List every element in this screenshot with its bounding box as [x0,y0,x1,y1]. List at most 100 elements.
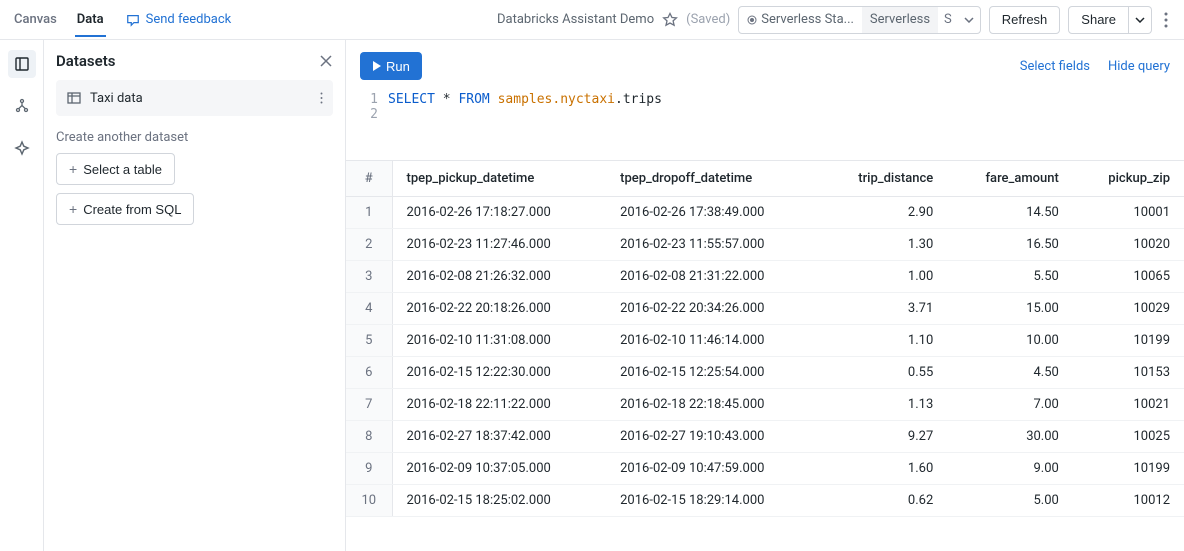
table-cell: 10012 [1073,485,1184,517]
panel-title: Datasets [56,52,115,70]
table-cell: 1.30 [820,229,948,261]
dataset-card[interactable]: Taxi data [56,80,333,116]
table-cell: 2016-02-18 22:11:22.000 [392,389,606,421]
column-header[interactable]: tpep_pickup_datetime [392,161,606,197]
table-cell: 10.00 [947,325,1073,357]
table-cell: 10001 [1073,197,1184,229]
send-feedback-link[interactable]: Send feedback [126,12,232,27]
table-cell: 2016-02-15 12:22:30.000 [392,357,606,389]
hide-query-link[interactable]: Hide query [1108,59,1170,74]
compute-primary: Serverless Sta... [739,7,862,33]
table-cell: 10065 [1073,261,1184,293]
left-rail [0,40,44,551]
select-table-button[interactable]: + Select a table [56,153,175,185]
editor-area: Run Select fields Hide query 1 SELECT * … [346,40,1184,160]
line-number: 1 [360,92,388,107]
table-row[interactable]: 42016-02-22 20:18:26.0002016-02-22 20:34… [346,293,1184,325]
table-cell: 10153 [1073,357,1184,389]
tab-canvas[interactable]: Canvas [12,2,59,37]
compute-suffix: S [938,7,958,33]
table-cell: 1.10 [820,325,948,357]
table-row[interactable]: 82016-02-27 18:37:42.0002016-02-27 19:10… [346,421,1184,453]
create-from-sql-button[interactable]: + Create from SQL [56,193,194,225]
table-cell: 3.71 [820,293,948,325]
select-table-label: Select a table [83,162,162,177]
table-cell: 10020 [1073,229,1184,261]
results-table-wrap: #tpep_pickup_datetimetpep_dropoff_dateti… [346,160,1184,551]
table-row[interactable]: 12016-02-26 17:18:27.0002016-02-26 17:38… [346,197,1184,229]
create-from-sql-label: Create from SQL [83,202,181,217]
rail-datasets-icon[interactable] [8,50,36,78]
table-cell: 2016-02-26 17:38:49.000 [606,197,820,229]
column-header[interactable]: tpep_dropoff_datetime [606,161,820,197]
favorite-star-icon[interactable] [662,12,678,28]
share-chevron-button[interactable] [1129,6,1152,34]
table-cell: 2 [346,229,392,261]
rail-schema-icon[interactable] [8,92,36,120]
close-panel-icon[interactable] [319,54,333,68]
tab-data[interactable]: Data [75,2,106,37]
table-cell: 1.60 [820,453,948,485]
create-dataset-label: Create another dataset [56,130,333,145]
sql-star: * [443,92,451,107]
sql-namespace: samples.nyctaxi [498,92,615,107]
saved-indicator: (Saved) [686,12,730,27]
column-header[interactable]: # [346,161,392,197]
table-cell: 2016-02-15 12:25:54.000 [606,357,820,389]
line-number: 2 [360,107,388,122]
page-title: Databricks Assistant Demo [497,12,654,27]
table-cell: 0.62 [820,485,948,517]
table-cell: 10029 [1073,293,1184,325]
table-cell: 2.90 [820,197,948,229]
table-row[interactable]: 52016-02-10 11:31:08.0002016-02-10 11:46… [346,325,1184,357]
table-cell: 2016-02-15 18:29:14.000 [606,485,820,517]
table-cell: 2016-02-08 21:26:32.000 [392,261,606,293]
column-header[interactable]: pickup_zip [1073,161,1184,197]
table-cell: 4 [346,293,392,325]
table-cell: 7.00 [947,389,1073,421]
table-cell: 10199 [1073,453,1184,485]
column-header[interactable]: trip_distance [820,161,948,197]
table-cell: 10199 [1073,325,1184,357]
share-button[interactable]: Share [1068,6,1129,34]
table-row[interactable]: 92016-02-09 10:37:05.0002016-02-09 10:47… [346,453,1184,485]
table-row[interactable]: 102016-02-15 18:25:02.0002016-02-15 18:2… [346,485,1184,517]
sql-table: .trips [615,92,662,107]
chat-icon [126,13,140,27]
topbar-right: Databricks Assistant Demo (Saved) Server… [497,6,1172,34]
refresh-button[interactable]: Refresh [989,6,1061,34]
more-menu-icon[interactable] [1160,8,1172,32]
table-cell: 2016-02-23 11:27:46.000 [392,229,606,261]
plus-icon: + [69,201,77,217]
rail-add-icon[interactable] [8,134,36,162]
table-cell: 5 [346,325,392,357]
topbar-tabs: Canvas Data [12,2,106,37]
table-cell: 2016-02-08 21:31:22.000 [606,261,820,293]
table-row[interactable]: 22016-02-23 11:27:46.0002016-02-23 11:55… [346,229,1184,261]
select-fields-link[interactable]: Select fields [1020,59,1090,74]
column-header[interactable]: fare_amount [947,161,1073,197]
table-cell: 5.50 [947,261,1073,293]
sql-editor[interactable]: 1 SELECT * FROM samples.nyctaxi.trips 2 [360,92,1170,122]
panel-header: Datasets [56,52,333,70]
table-cell: 6 [346,357,392,389]
dataset-name: Taxi data [90,91,312,106]
content: Run Select fields Hide query 1 SELECT * … [346,40,1184,551]
table-cell: 9.00 [947,453,1073,485]
table-cell: 2016-02-23 11:55:57.000 [606,229,820,261]
table-row[interactable]: 32016-02-08 21:26:32.0002016-02-08 21:31… [346,261,1184,293]
compute-selector[interactable]: Serverless Sta... Serverless S [738,6,981,34]
table-cell: 2016-02-22 20:18:26.000 [392,293,606,325]
compute-secondary: Serverless [862,7,938,33]
table-icon [66,90,82,106]
table-cell: 2016-02-27 19:10:43.000 [606,421,820,453]
run-button[interactable]: Run [360,52,422,80]
table-cell: 2016-02-10 11:46:14.000 [606,325,820,357]
table-cell: 8 [346,421,392,453]
table-row[interactable]: 62016-02-15 12:22:30.0002016-02-15 12:25… [346,357,1184,389]
table-row[interactable]: 72016-02-18 22:11:22.0002016-02-18 22:18… [346,389,1184,421]
table-cell: 3 [346,261,392,293]
topbar: Canvas Data Send feedback Databricks Ass… [0,0,1184,40]
table-cell: 16.50 [947,229,1073,261]
dataset-more-icon[interactable] [320,91,323,105]
